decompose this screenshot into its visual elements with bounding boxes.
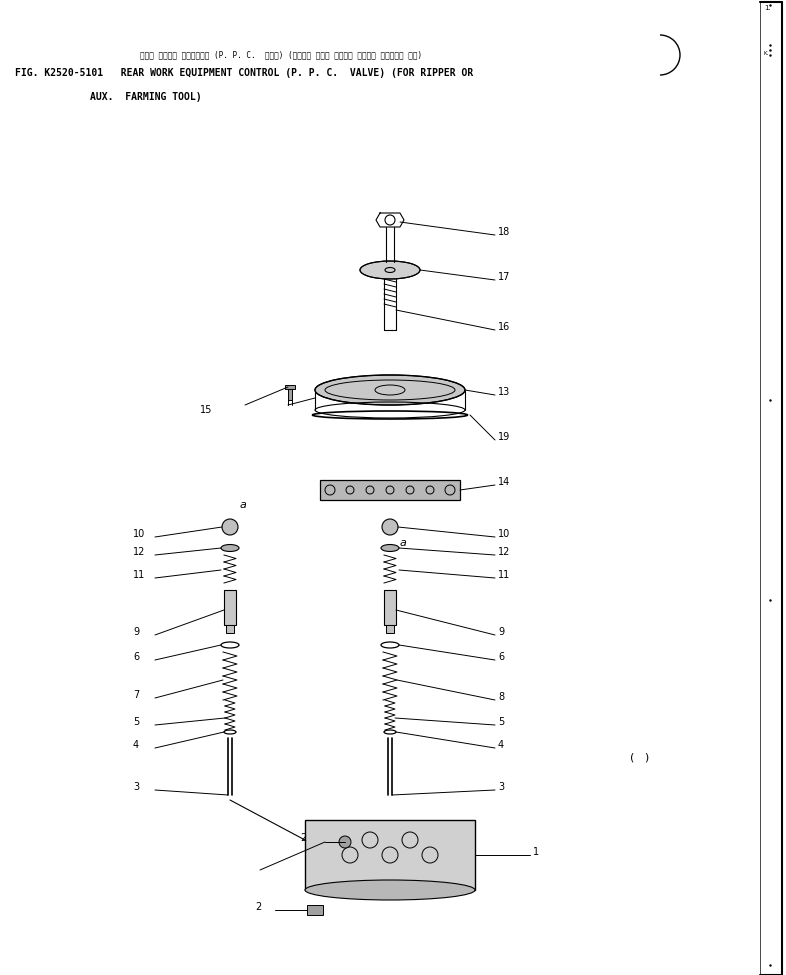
Text: 13: 13 [498,387,510,397]
Text: FIG. K2520-5101   REAR WORK EQUIPMENT CONTROL (P. P. C.  VALVE) (FOR RIPPER OR: FIG. K2520-5101 REAR WORK EQUIPMENT CONT… [15,68,473,78]
Text: 10: 10 [498,529,510,539]
Text: 2: 2 [255,902,261,912]
Ellipse shape [360,261,420,279]
Text: a: a [240,500,247,510]
Text: 15: 15 [200,405,212,415]
Bar [285,385,295,389]
Bar [386,625,394,633]
Text: 5: 5 [133,717,139,727]
Text: 17: 17 [498,272,510,282]
Text: 7: 7 [133,690,139,700]
Bar [384,590,396,625]
Ellipse shape [305,880,475,900]
Text: 12: 12 [133,547,145,557]
Bar [320,480,460,500]
Bar [224,590,236,625]
Text: K.: K. [764,51,769,56]
Text: 4: 4 [133,740,139,750]
Text: 8: 8 [498,692,504,702]
Text: 6: 6 [498,652,504,662]
Text: 4: 4 [498,740,504,750]
Text: 3: 3 [133,782,139,792]
Ellipse shape [315,375,465,405]
Bar [305,820,475,890]
Bar [307,905,323,915]
Text: AUX.  FARMING TOOL): AUX. FARMING TOOL) [90,92,202,102]
Circle shape [339,836,351,848]
Text: 5: 5 [498,717,505,727]
Text: 16: 16 [498,322,510,332]
Ellipse shape [381,544,399,552]
Text: 18: 18 [498,227,510,237]
Text: a: a [400,538,407,548]
Text: 1: 1 [533,847,539,857]
Text: 12: 12 [498,547,510,557]
Text: リヤー サギヨキ コントロール (P. P. C.  バルブ) (リッパー マタハ ノココウ サギヨキ ソウチャク ヨコ): リヤー サギヨキ コントロール (P. P. C. バルブ) (リッパー マタハ… [140,50,422,59]
Circle shape [382,519,398,535]
Text: 11: 11 [133,570,145,580]
Ellipse shape [221,544,239,552]
Text: 19: 19 [498,432,510,442]
Text: 9: 9 [133,627,139,637]
Text: 3: 3 [498,782,504,792]
Text: 14: 14 [498,477,510,487]
Bar [288,388,292,400]
Text: 6: 6 [133,652,139,662]
Text: 9: 9 [498,627,504,637]
Bar [226,625,234,633]
Text: (   ): ( ) [630,752,649,762]
Circle shape [222,519,238,535]
Text: 11: 11 [498,570,510,580]
Text: 10: 10 [133,529,145,539]
Text: 2: 2 [300,833,307,843]
Text: 1.: 1. [764,5,771,11]
